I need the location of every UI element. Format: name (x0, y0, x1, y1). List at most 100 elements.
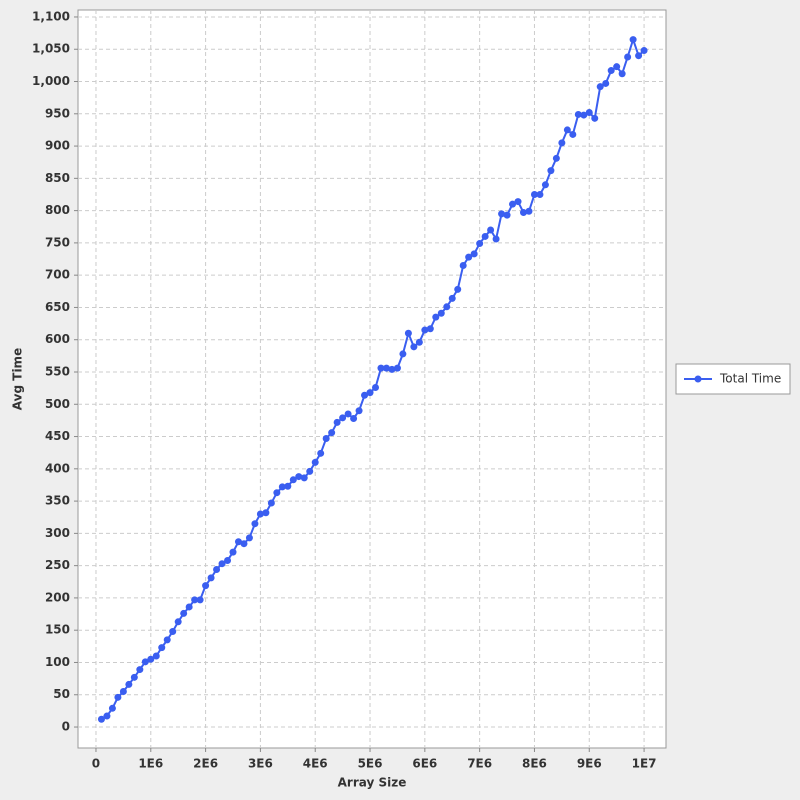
data-point (229, 548, 237, 556)
data-point (103, 712, 111, 720)
x-tick-label: 5E6 (358, 757, 383, 771)
data-point (596, 83, 604, 91)
y-tick-label: 1,050 (32, 42, 70, 56)
legend-label: Total Time (719, 372, 781, 386)
y-tick-label: 100 (45, 655, 70, 669)
data-point (388, 365, 396, 373)
data-point (421, 326, 429, 334)
data-point (410, 343, 418, 351)
data-point (437, 309, 445, 317)
data-point (174, 618, 182, 626)
y-tick-label: 950 (45, 106, 70, 120)
data-point (530, 190, 538, 198)
data-point (130, 673, 138, 681)
y-tick-label: 550 (45, 364, 70, 378)
data-point (635, 52, 643, 60)
x-tick-label: 4E6 (303, 757, 328, 771)
data-point (306, 467, 314, 475)
data-point (300, 474, 308, 482)
data-point (147, 655, 155, 663)
data-point (366, 389, 374, 397)
x-tick-label: 0 (92, 757, 100, 771)
data-point (196, 596, 204, 604)
y-tick-label: 400 (45, 461, 70, 475)
data-point (273, 489, 281, 497)
y-tick-label: 500 (45, 397, 70, 411)
data-point (443, 303, 451, 311)
data-point (640, 47, 648, 55)
x-tick-label: 7E6 (467, 757, 492, 771)
data-point (295, 473, 303, 481)
data-point (333, 418, 341, 426)
x-tick-label: 3E6 (248, 757, 273, 771)
x-axis-label: Array Size (338, 776, 407, 790)
data-point (607, 67, 615, 75)
data-point (234, 538, 242, 546)
data-point (563, 126, 571, 134)
data-point (136, 666, 144, 674)
data-point (613, 63, 621, 71)
data-point (602, 79, 610, 87)
data-point (97, 715, 105, 723)
data-point (180, 609, 188, 617)
data-point (377, 364, 385, 372)
x-tick-label: 1E7 (632, 757, 657, 771)
data-point (251, 520, 259, 528)
data-point (224, 556, 232, 564)
data-point (191, 596, 199, 604)
data-point (404, 329, 412, 337)
data-point (382, 364, 390, 372)
data-point (536, 190, 544, 198)
y-tick-label: 250 (45, 558, 70, 572)
data-point (525, 207, 533, 215)
data-point (569, 130, 577, 138)
data-point (339, 414, 347, 422)
data-point (585, 109, 593, 117)
data-point (487, 226, 495, 234)
data-point (591, 114, 599, 122)
data-point (426, 325, 434, 333)
data-point (152, 652, 160, 660)
data-point (267, 499, 275, 507)
x-tick-label: 8E6 (522, 757, 547, 771)
data-point (169, 627, 177, 635)
data-point (289, 476, 297, 484)
y-tick-label: 600 (45, 332, 70, 346)
data-point (207, 574, 215, 582)
data-point (498, 210, 506, 218)
data-point (163, 636, 171, 644)
data-point (552, 154, 560, 162)
data-point (278, 483, 286, 491)
data-point (114, 693, 122, 701)
data-point (580, 111, 588, 119)
data-point (158, 644, 166, 652)
y-tick-label: 1,000 (32, 74, 70, 88)
data-point (322, 434, 330, 442)
data-point (415, 338, 423, 346)
data-point (618, 70, 626, 78)
data-point (141, 658, 149, 666)
y-tick-label: 700 (45, 268, 70, 282)
data-point (256, 510, 264, 518)
data-point (218, 560, 226, 568)
data-point (125, 680, 133, 688)
y-tick-label: 150 (45, 623, 70, 637)
data-point (355, 407, 363, 415)
data-point (448, 294, 456, 302)
data-point (393, 364, 401, 372)
data-point (119, 688, 127, 696)
y-tick-label: 750 (45, 235, 70, 249)
data-point (262, 509, 270, 517)
series-line (100, 36, 645, 721)
x-tick-label: 6E6 (412, 757, 437, 771)
data-point (185, 603, 193, 611)
data-point (558, 139, 566, 147)
y-tick-label: 50 (53, 687, 70, 701)
data-point (350, 414, 358, 422)
data-point (459, 261, 467, 269)
data-point (547, 167, 555, 175)
data-point (470, 250, 478, 258)
x-tick-label: 2E6 (193, 757, 218, 771)
data-point (476, 240, 484, 248)
